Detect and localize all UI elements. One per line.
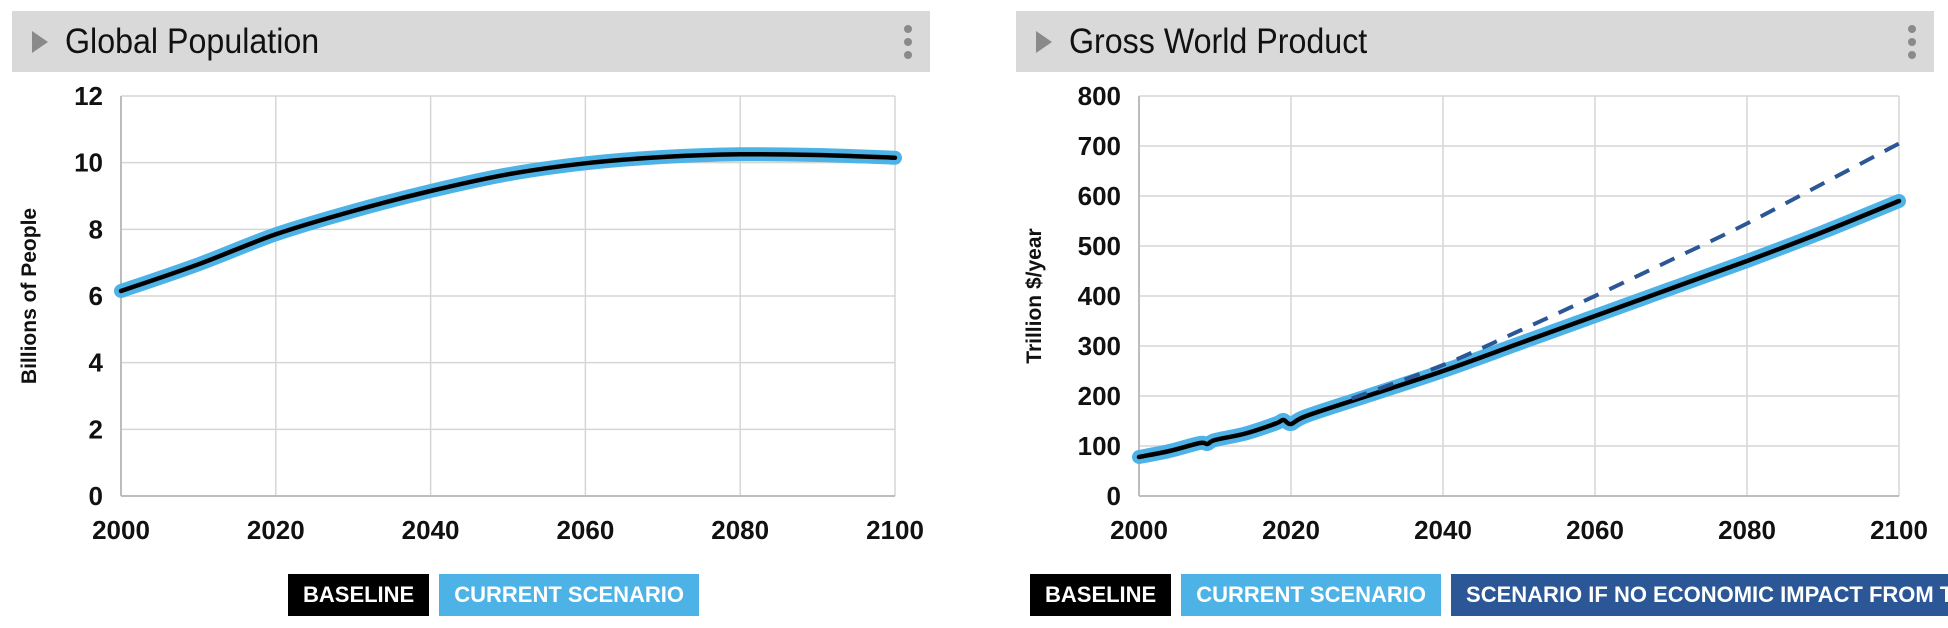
legend: BASELINE CURRENT SCENARIO SCENARIO IF NO…: [1030, 574, 1948, 616]
x-tick-label: 2040: [402, 515, 460, 545]
y-tick-label: 10: [74, 148, 103, 178]
y-tick-label: 300: [1078, 331, 1121, 361]
y-tick-label: 200: [1078, 381, 1121, 411]
legend-current-scenario[interactable]: CURRENT SCENARIO: [1181, 574, 1442, 616]
panel-header: Gross World Product: [1016, 11, 1934, 72]
panel-title: Global Population: [65, 21, 320, 61]
x-tick-label: 2100: [1870, 515, 1928, 545]
legend-current-scenario[interactable]: CURRENT SCENARIO: [439, 574, 700, 616]
population-chart: 0 2 4 6 8 10 12 2000 2020 2040 2060 2080 2100 Billion…: [18, 81, 924, 545]
legend-no-economic-impact[interactable]: SCENARIO IF NO ECONOMIC IMPACT FROM TEMP: [1451, 574, 1948, 616]
series-line-scenario-if-no-economic-impact-from-temp: [1351, 141, 1900, 401]
y-tick-label: 400: [1078, 281, 1121, 311]
y-tick-label: 700: [1078, 131, 1121, 161]
x-tick-label: 2100: [866, 515, 924, 545]
gross-world-product-panel: Gross World Product 0 100 200 300 400 500 600 7…: [1004, 0, 1948, 628]
y-tick-label: 800: [1078, 81, 1121, 111]
x-tick-label: 2000: [1110, 515, 1168, 545]
series-line-baseline: [1136, 198, 1902, 460]
x-tick-label: 2000: [92, 515, 150, 545]
more-options-icon[interactable]: [904, 25, 912, 59]
y-tick-label: 2: [89, 414, 103, 444]
legend: BASELINE CURRENT SCENARIO: [288, 574, 709, 616]
gwp-chart: 0 100 200 300 400 500 600 700 800 2000 2020 2040 206…: [1023, 81, 1928, 545]
y-tick-label: 0: [89, 481, 103, 511]
legend-baseline[interactable]: BASELINE: [1030, 574, 1172, 616]
y-axis-label: Trillion $/year: [1023, 228, 1046, 363]
y-tick-label: 8: [89, 214, 103, 244]
panel-title: Gross World Product: [1069, 21, 1368, 61]
panel-header: Global Population: [12, 11, 930, 72]
y-tick-label: 100: [1078, 431, 1121, 461]
x-tick-label: 2060: [556, 515, 614, 545]
y-tick-label: 6: [89, 281, 103, 311]
y-tick-label: 12: [74, 81, 103, 111]
y-tick-label: 500: [1078, 231, 1121, 261]
more-options-icon[interactable]: [1908, 25, 1916, 59]
series-line-baseline: [118, 151, 898, 294]
y-tick-label: 600: [1078, 181, 1121, 211]
expand-triangle-icon[interactable]: [32, 30, 48, 53]
global-population-panel: Global Population 0 2 4 6 8 10 12 2000 2020 2040 2…: [0, 0, 940, 628]
x-tick-label: 2020: [1262, 515, 1320, 545]
x-tick-label: 2080: [1718, 515, 1776, 545]
y-tick-label: 4: [89, 348, 104, 378]
expand-triangle-icon[interactable]: [1036, 30, 1052, 53]
legend-baseline[interactable]: BASELINE: [288, 574, 430, 616]
x-tick-label: 2080: [711, 515, 769, 545]
x-tick-label: 2040: [1414, 515, 1472, 545]
y-tick-label: 0: [1107, 481, 1121, 511]
y-axis-label: Billions of People: [18, 208, 41, 384]
x-tick-label: 2060: [1566, 515, 1624, 545]
x-tick-label: 2020: [247, 515, 305, 545]
